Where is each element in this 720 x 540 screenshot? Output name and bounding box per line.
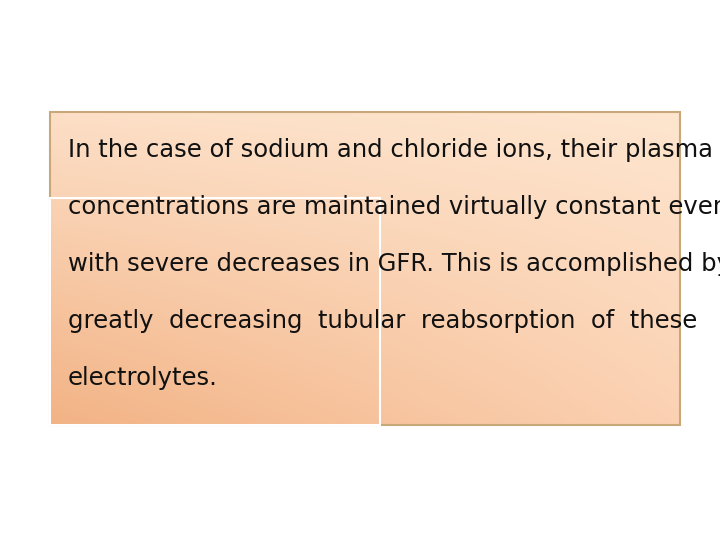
Text: In the case of sodium and chloride ions, their plasma: In the case of sodium and chloride ions,… bbox=[68, 138, 713, 162]
Text: with severe decreases in GFR. This is accomplished by: with severe decreases in GFR. This is ac… bbox=[68, 252, 720, 276]
Text: greatly  decreasing  tubular  reabsorption  of  these: greatly decreasing tubular reabsorption … bbox=[68, 309, 697, 333]
Bar bbox=[50, 112, 680, 425]
Text: concentrations are maintained virtually constant even: concentrations are maintained virtually … bbox=[68, 195, 720, 219]
Text: electrolytes.: electrolytes. bbox=[68, 366, 218, 390]
Bar bbox=[50, 198, 380, 425]
